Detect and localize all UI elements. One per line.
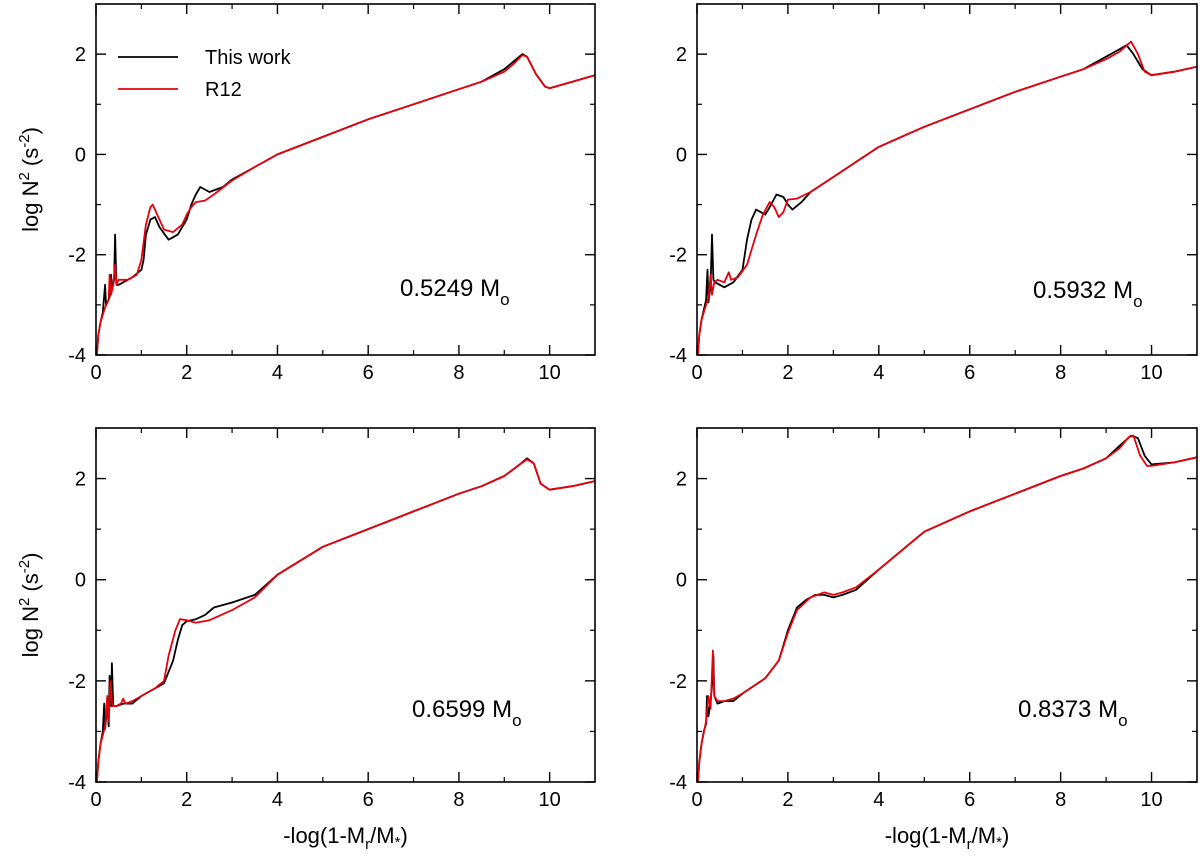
panel-top-right: 0 2 4 6 8 10 -4 -2 0 2 0.5932 Mo	[669, 3, 1198, 384]
x-tick-label: 10	[539, 362, 561, 384]
plot-frame	[95, 3, 596, 356]
legend: This work R12	[118, 47, 292, 101]
x-tick-label: 4	[272, 789, 283, 811]
x-tick-label: 4	[873, 789, 884, 811]
x-axis-title: -log(1-Mr/M*)	[885, 823, 1010, 853]
x-tick-label: 2	[782, 362, 793, 384]
legend-label-this-work: This work	[205, 47, 292, 69]
series-line-r12	[96, 458, 595, 782]
plot-frame	[696, 3, 1198, 356]
x-tick-label: 6	[363, 789, 374, 811]
series-line-this-work	[96, 53, 595, 355]
legend-label-r12: R12	[205, 79, 242, 101]
x-tick-label: 0	[691, 789, 702, 811]
y-tick-label: 2	[75, 469, 86, 491]
mass-label: 0.5932 Mo	[1033, 277, 1143, 311]
y-tick-label: 2	[75, 44, 86, 66]
panel-top-left: 0 2 4 6 8 10 -4 -2 0 2 0.5249 Mo log N2 (s-2) This w…	[16, 3, 596, 384]
series-line-r12	[697, 434, 1197, 782]
y-tick-label: -2	[68, 245, 86, 267]
series-line-this-work	[697, 434, 1197, 782]
y-tick-label: 2	[676, 469, 687, 491]
x-tick-label: 0	[90, 362, 101, 384]
mass-label: 0.5249 Mo	[400, 275, 510, 309]
x-tick-label: 2	[181, 362, 192, 384]
series-line-r12	[697, 40, 1197, 355]
y-tick-label: -2	[68, 671, 86, 693]
y-tick-label: 2	[676, 44, 687, 66]
y-tick-label: -2	[669, 671, 687, 693]
y-tick-label: -4	[669, 772, 687, 794]
y-tick-label: -2	[669, 245, 687, 267]
plot-frame	[95, 427, 596, 783]
panel-bottom-left: 0 2 4 6 8 10 -4 -2 0 2 0.6599 Mo log N2 (s-2) -log(1…	[16, 427, 596, 853]
series-line-this-work	[697, 44, 1197, 355]
y-tick-label: 0	[676, 144, 687, 166]
x-tick-label: 8	[453, 362, 464, 384]
x-tick-label: 10	[1140, 362, 1162, 384]
y-tick-label: 0	[75, 144, 86, 166]
y-tick-label: 0	[75, 570, 86, 592]
x-tick-label: 10	[1140, 789, 1162, 811]
x-tick-label: 6	[964, 789, 975, 811]
x-tick-label: 6	[964, 362, 975, 384]
x-tick-label: 6	[363, 362, 374, 384]
x-tick-label: 0	[691, 362, 702, 384]
y-tick-label: -4	[669, 345, 687, 367]
y-axis-title: log N2 (s-2)	[16, 127, 43, 232]
y-tick-label: 0	[676, 570, 687, 592]
plot-frame	[696, 427, 1198, 783]
x-tick-label: 0	[90, 789, 101, 811]
x-axis-title: -log(1-Mr/M*)	[283, 823, 408, 853]
x-tick-label: 2	[181, 789, 192, 811]
mass-label: 0.8373 Mo	[1018, 696, 1128, 730]
series-line-this-work	[96, 457, 595, 782]
y-axis-title: log N2 (s-2)	[16, 553, 43, 658]
x-tick-label: 8	[1055, 362, 1066, 384]
x-tick-label: 10	[539, 789, 561, 811]
x-tick-label: 4	[873, 362, 884, 384]
y-tick-label: -4	[68, 772, 86, 794]
x-tick-label: 4	[272, 362, 283, 384]
x-tick-label: 2	[782, 789, 793, 811]
y-tick-label: -4	[68, 345, 86, 367]
series-line-r12	[96, 54, 595, 355]
panel-bottom-right: 0 2 4 6 8 10 -4 -2 0 2 0.8373 Mo -log(1-Mr/M*)	[669, 427, 1198, 853]
x-tick-label: 8	[1055, 789, 1066, 811]
x-tick-label: 8	[453, 789, 464, 811]
mass-label: 0.6599 Mo	[412, 696, 522, 730]
